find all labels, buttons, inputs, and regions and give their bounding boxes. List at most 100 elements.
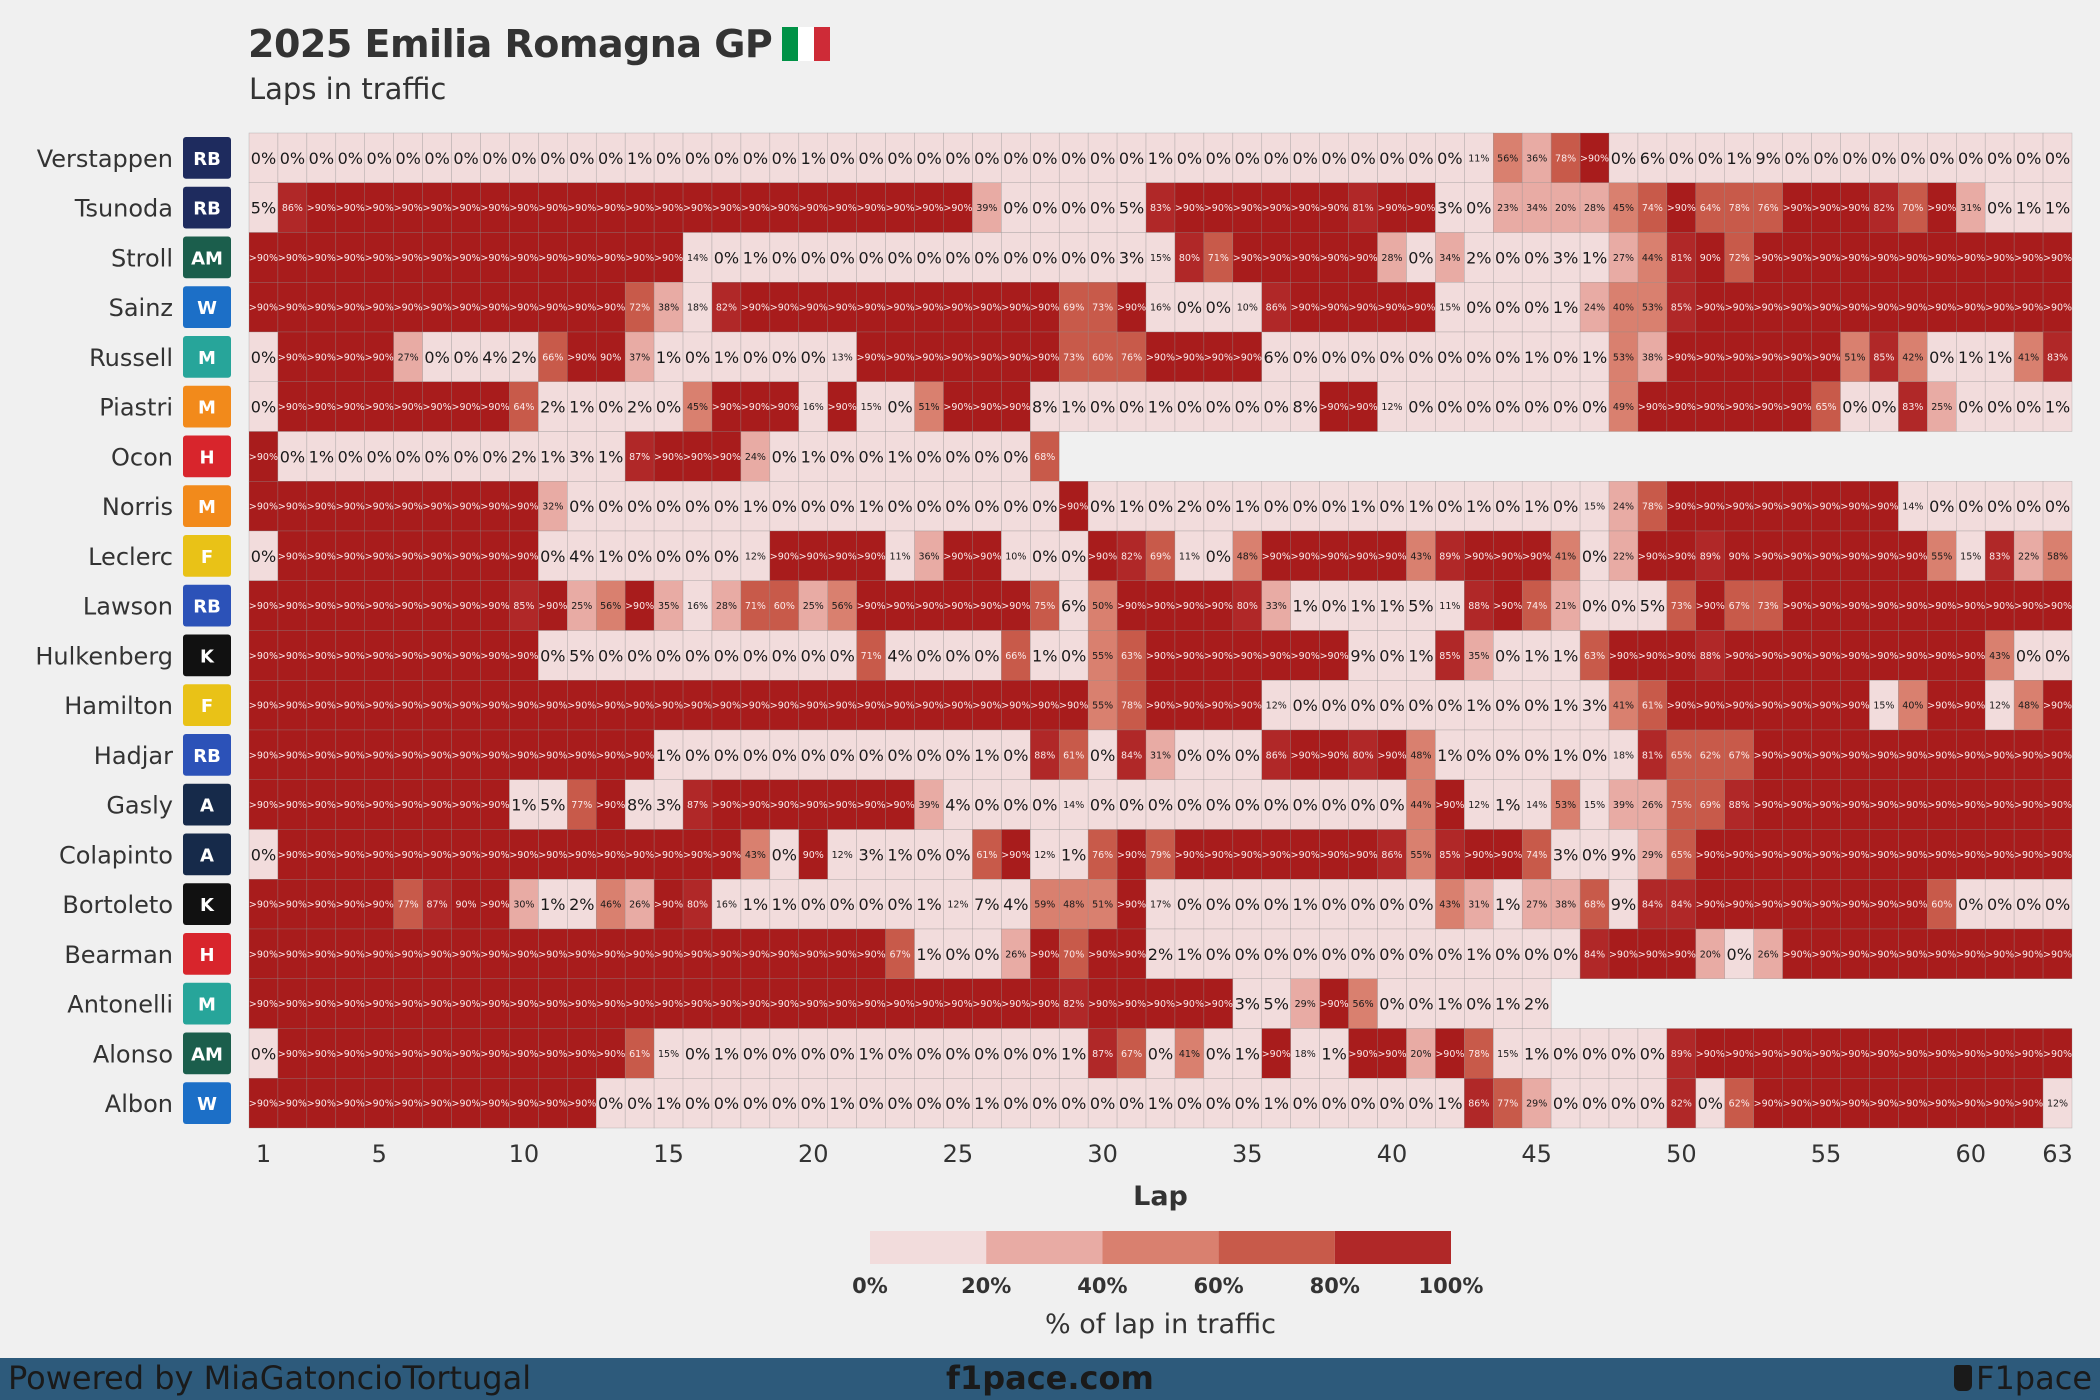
driver-label: Albon — [105, 1090, 173, 1118]
cell-value-label: >90% — [365, 253, 394, 264]
cell-value-label: 0% — [2016, 497, 2041, 516]
cell-value-label: >90% — [2014, 1099, 2043, 1110]
heatmap-cell — [1174, 182, 1205, 233]
cell-value-label: >90% — [741, 303, 770, 314]
cell-value-label: 0% — [685, 348, 710, 367]
cell-value-label: >90% — [1840, 551, 1869, 562]
legend-tick-label: 0% — [852, 1274, 888, 1298]
x-axis-label: Lap — [1133, 1181, 1188, 1212]
cell-value-label: 0% — [1408, 149, 1433, 168]
team-logo-letter: M — [198, 398, 216, 419]
cell-value-label: 0% — [569, 497, 594, 516]
cell-value-label: >90% — [1493, 850, 1522, 861]
cell-value-label: >90% — [394, 601, 423, 612]
cell-value-label: >90% — [1320, 750, 1349, 761]
cell-value-label: 74% — [1526, 850, 1547, 861]
cell-value-label: >90% — [278, 303, 307, 314]
cell-value-label: >90% — [625, 850, 654, 861]
team-logo-letter: AM — [191, 248, 223, 269]
cell-value-label: 15% — [1873, 701, 1894, 712]
cell-value-label: 0% — [1090, 248, 1115, 267]
cell-value-label: >90% — [886, 999, 915, 1010]
heatmap-cell — [1232, 132, 1263, 183]
cell-value-label: 45% — [1613, 203, 1634, 214]
cell-value-label: >90% — [2014, 750, 2043, 761]
x-tick-label: 35 — [1232, 1140, 1263, 1168]
cell-value-label: 38% — [1555, 900, 1576, 911]
cell-value-label: 20% — [1700, 949, 1721, 960]
cell-value-label: >90% — [1725, 651, 1754, 662]
cell-value-label: >90% — [1349, 850, 1378, 861]
cell-value-label: >90% — [480, 601, 509, 612]
cell-value-label: >90% — [1349, 551, 1378, 562]
heatmap-cell — [1348, 232, 1378, 283]
cell-value-label: >90% — [596, 750, 625, 761]
heatmap-cell — [798, 182, 828, 233]
heatmap-cell — [769, 282, 800, 333]
cell-value-label: 0% — [772, 845, 797, 864]
cell-value-label: 0% — [656, 398, 681, 417]
cell-value-label: >90% — [249, 750, 278, 761]
cell-value-label: 0% — [1871, 398, 1896, 417]
cell-value-label: >90% — [1783, 949, 1812, 960]
cell-value-label: 0% — [916, 845, 941, 864]
cell-value-label: 1% — [1119, 497, 1144, 516]
cell-value-label: >90% — [480, 651, 509, 662]
cell-value-label: 0% — [1061, 149, 1086, 168]
heatmap-cell — [653, 182, 684, 233]
cell-value-label: 0% — [1408, 995, 1433, 1014]
cell-value-label: >90% — [1840, 601, 1869, 612]
cell-value-label: 0% — [1987, 199, 2012, 218]
cell-value-label: >90% — [480, 253, 509, 264]
heatmap-cell — [1435, 132, 1465, 183]
cell-value-label: 0% — [974, 646, 999, 665]
heatmap-cell — [1145, 282, 1176, 333]
cell-value-label: >90% — [1956, 701, 1985, 712]
cell-value-label: 0% — [1177, 746, 1202, 765]
cell-value-label: >90% — [365, 352, 394, 363]
cell-value-label: >90% — [278, 551, 307, 562]
cell-value-label: >90% — [1696, 1049, 1725, 1060]
cell-value-label: 0% — [772, 1094, 797, 1113]
cell-value-label: 1% — [1350, 597, 1375, 616]
cell-value-label: 0% — [395, 149, 420, 168]
cell-value-label: 5% — [1264, 995, 1289, 1014]
cell-value-label: >90% — [538, 1049, 567, 1060]
cell-value-label: >90% — [625, 949, 654, 960]
cell-value-label: 0% — [598, 398, 623, 417]
cell-value-label: >90% — [1898, 900, 1927, 911]
cell-value-label: 56% — [1497, 153, 1518, 164]
cell-value-label: 1% — [1987, 348, 2012, 367]
cell-value-label: >90% — [1956, 651, 1985, 662]
cell-value-label: 53% — [1555, 800, 1576, 811]
team-logo-letter: H — [199, 945, 214, 966]
cell-value-label: >90% — [1175, 850, 1204, 861]
cell-value-label: 0% — [743, 746, 768, 765]
cell-value-label: 0% — [1292, 1094, 1317, 1113]
cell-value-label: >90% — [1117, 949, 1146, 960]
cell-value-label: >90% — [828, 949, 857, 960]
cell-value-label: >90% — [596, 701, 625, 712]
cell-value-label: 16% — [716, 900, 737, 911]
heatmap-cell — [1377, 282, 1407, 333]
cell-value-label: 11% — [890, 551, 911, 562]
cell-value-label: 0% — [1379, 995, 1404, 1014]
cell-value-label: 0% — [1206, 398, 1231, 417]
cell-value-label: >90% — [509, 1049, 538, 1060]
cell-value-label: 74% — [1526, 601, 1547, 612]
cell-value-label: 0% — [858, 1094, 883, 1113]
cell-value-label: >90% — [1754, 402, 1783, 413]
heatmap-cell — [798, 132, 828, 183]
cell-value-label: >90% — [509, 1099, 538, 1110]
cell-value-label: >90% — [1349, 253, 1378, 264]
cell-value-label: >90% — [1117, 850, 1146, 861]
cell-value-label: >90% — [1667, 651, 1696, 662]
cell-value-label: >90% — [365, 800, 394, 811]
cell-value-label: 0% — [1292, 696, 1317, 715]
cell-value-label: >90% — [423, 551, 452, 562]
cell-value-label: >90% — [1117, 303, 1146, 314]
cell-value-label: 88% — [1034, 750, 1055, 761]
cell-value-label: 0% — [1408, 398, 1433, 417]
cell-value-label: 26% — [1758, 949, 1779, 960]
cell-value-label: 0% — [1379, 895, 1404, 914]
